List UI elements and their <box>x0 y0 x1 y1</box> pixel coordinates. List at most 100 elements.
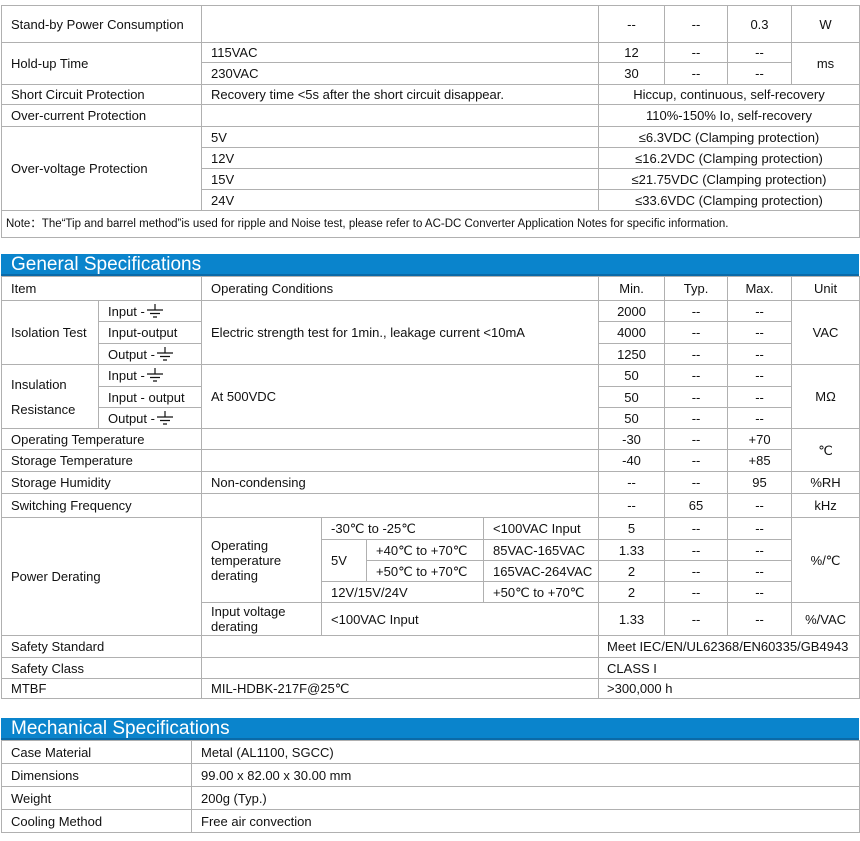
voltage-label: 12V/15V/24V <box>321 581 485 603</box>
max: -- <box>727 386 793 408</box>
cond: <100VAC Input <box>321 602 600 636</box>
table-row: Case Material Metal (AL1100, SGCC) <box>1 740 860 764</box>
unit: %/VAC <box>791 602 860 636</box>
input-range: <100VAC Input <box>483 517 600 540</box>
min: 2000 <box>598 300 666 322</box>
sub-label: Output - <box>108 410 155 426</box>
min: -30 <box>598 428 666 450</box>
min: -- <box>598 5 665 43</box>
min: 5 <box>598 517 666 540</box>
sub-label: Operating temperature derating <box>201 517 323 603</box>
cond: Electric strength test for 1min., leakag… <box>201 300 600 365</box>
cond: MIL-HDBK-217F@25℃ <box>201 678 600 699</box>
item-label: Weight <box>1 786 192 810</box>
item-label: Dimensions <box>1 763 192 787</box>
typ: -- <box>664 517 729 540</box>
unit: VAC <box>791 300 860 365</box>
item-label: Over-current Protection <box>1 104 202 127</box>
mechanical-specs-table: Case Material Metal (AL1100, SGCC) Dimens… <box>1 740 860 833</box>
value: 110%-150% Io, self-recovery <box>598 104 860 127</box>
item-label: Short Circuit Protection <box>1 84 202 105</box>
item-label: Over-voltage Protection <box>1 126 202 211</box>
typ: -- <box>664 364 729 387</box>
voltage-label: 5V <box>321 539 368 582</box>
item-label: Stand-by Power Consumption <box>1 5 202 43</box>
min: -- <box>598 493 666 518</box>
value: Hiccup, continuous, self-recovery <box>598 84 860 105</box>
max: -- <box>727 560 793 582</box>
cond: Recovery time <5s after the short circui… <box>201 84 599 105</box>
unit: %/℃ <box>791 517 860 603</box>
typ: -- <box>664 42 728 63</box>
max: -- <box>727 581 793 603</box>
cond: 230VAC <box>201 62 599 85</box>
min: 50 <box>598 364 666 387</box>
max: -- <box>727 300 793 322</box>
min: 50 <box>598 407 666 429</box>
specs-table-top: Stand-by Power Consumption -- -- 0.3 W Hold-… <box>1 5 860 238</box>
item-label: Hold-up Time <box>1 42 202 85</box>
value: ≤21.75VDC (Clamping protection) <box>598 168 860 190</box>
value: CLASS I <box>598 657 860 679</box>
input-range: 85VAC-165VAC <box>483 539 600 561</box>
cond: 15V <box>201 168 599 190</box>
value: Free air convection <box>191 809 860 833</box>
max: -- <box>727 343 793 365</box>
item-label: Storage Temperature <box>0 449 203 472</box>
max: -- <box>727 364 793 387</box>
typ: 65 <box>664 493 729 518</box>
max: -- <box>727 517 793 540</box>
max: -- <box>727 493 793 518</box>
unit: %RH <box>791 471 860 494</box>
max: 0.3 <box>727 5 792 43</box>
value: Meet IEC/EN/UL62368/EN60335/GB4943 <box>598 635 860 658</box>
general-specs-table: Item Operating Conditions Min. Typ. Max. Unit… <box>0 276 860 699</box>
min: 2 <box>598 581 666 603</box>
unit: MΩ <box>791 364 860 429</box>
min: 1.33 <box>598 602 666 636</box>
min: 4000 <box>598 321 666 344</box>
typ: -- <box>664 560 729 582</box>
item-label: Switching Frequency <box>0 493 203 518</box>
item-label: Safety Standard <box>0 635 203 658</box>
item-label: Case Material <box>1 740 192 764</box>
ground-icon <box>146 368 163 382</box>
cond: Non-condensing <box>201 471 600 494</box>
temp-range: +50℃ to +70℃ <box>483 581 600 603</box>
section-title-mechanical: Mechanical Specifications <box>1 718 859 740</box>
max: -- <box>727 407 793 429</box>
header-unit: Unit <box>791 276 860 301</box>
ground-icon <box>156 346 173 361</box>
header-cond: Operating Conditions <box>201 276 600 301</box>
typ: -- <box>664 602 729 636</box>
typ: -- <box>664 407 729 429</box>
typ: -- <box>664 300 729 322</box>
unit: ms <box>791 42 860 85</box>
value: ≤16.2VDC (Clamping protection) <box>598 147 860 169</box>
value: ≤6.3VDC (Clamping protection) <box>598 126 860 148</box>
note: Note：The“Tip and barrel method”is used f… <box>1 210 860 238</box>
item-label: Insulation Resistance <box>1 364 99 429</box>
typ: -- <box>664 539 729 561</box>
max: -- <box>727 539 793 561</box>
min: 1.33 <box>598 539 666 561</box>
max: -- <box>727 602 793 636</box>
min: 1250 <box>598 343 666 365</box>
min: 12 <box>598 42 665 63</box>
value: >300,000 h <box>598 678 860 699</box>
temp-range: +50℃ to +70℃ <box>366 560 485 582</box>
max: -- <box>727 321 793 344</box>
typ: -- <box>664 321 729 344</box>
temp-range: -30℃ to -25℃ <box>321 517 485 540</box>
min: 50 <box>598 386 666 408</box>
table-row: Cooling Method Free air convection <box>1 809 860 833</box>
item-label: Isolation Test <box>1 300 99 365</box>
sub-label: Input - <box>108 303 145 319</box>
value: ≤33.6VDC (Clamping protection) <box>598 189 860 211</box>
unit: ℃ <box>791 428 860 472</box>
sub-label: Input - output <box>97 386 203 408</box>
typ: -- <box>664 449 729 472</box>
typ: -- <box>664 386 729 408</box>
max: +85 <box>727 449 793 472</box>
typ: -- <box>664 5 728 43</box>
